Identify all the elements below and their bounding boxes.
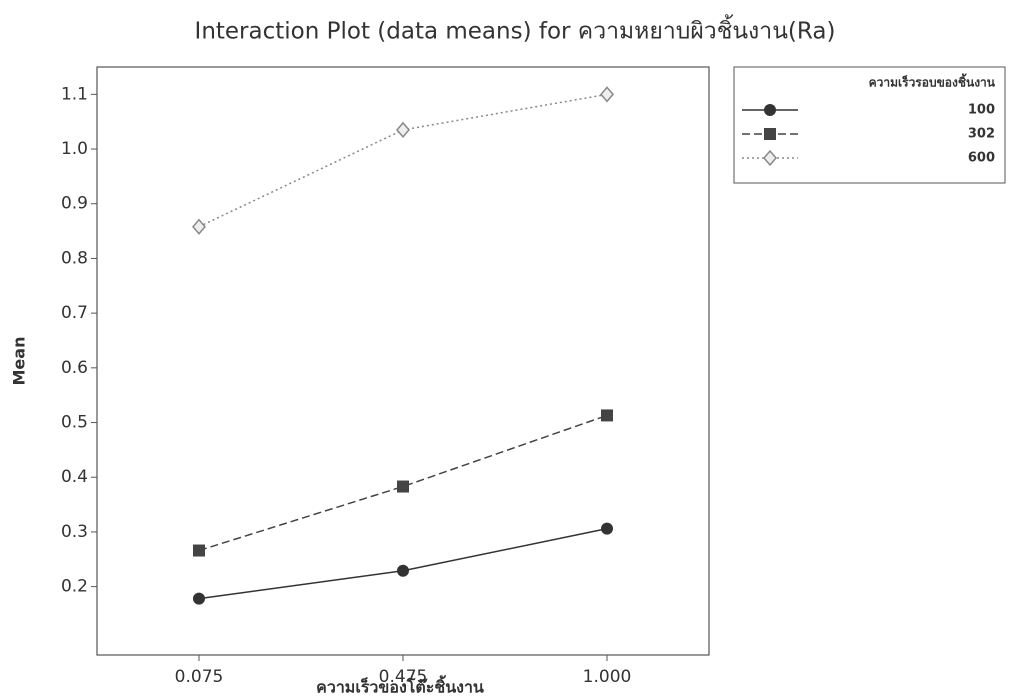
y-tick-label: 0.6 — [61, 358, 88, 378]
data-point — [601, 409, 613, 421]
chart: Interaction Plot (data means) for ความหย… — [0, 0, 1010, 699]
y-tick-label: 0.7 — [61, 303, 88, 323]
legend-marker — [764, 128, 776, 140]
data-point — [601, 523, 613, 535]
legend-marker — [764, 104, 776, 116]
y-tick-label: 1.0 — [61, 139, 88, 159]
y-tick-label: 0.9 — [61, 194, 88, 214]
legend-label: 100 — [968, 103, 995, 118]
y-tick-label: 0.2 — [61, 577, 88, 597]
x-tick-label: 0.475 — [379, 667, 428, 687]
x-tick-label: 1.000 — [583, 667, 632, 687]
x-tick-label: 0.075 — [175, 667, 224, 687]
y-tick-label: 0.3 — [61, 522, 88, 542]
y-tick-label: 0.4 — [61, 467, 88, 487]
data-point — [397, 481, 409, 493]
y-tick-label: 1.1 — [61, 84, 88, 104]
legend-label: 302 — [968, 127, 995, 142]
chart-title: Interaction Plot (data means) for ความหย… — [195, 15, 836, 45]
y-tick-label: 0.8 — [61, 248, 88, 268]
data-point — [397, 565, 409, 577]
legend-label: 600 — [968, 151, 995, 166]
y-tick-label: 0.5 — [61, 413, 88, 433]
legend-title: ความเร็วรอบของชิ้นงาน — [869, 73, 996, 90]
y-axis-label: Mean — [10, 337, 29, 386]
data-point — [193, 545, 205, 557]
data-point — [193, 593, 205, 605]
